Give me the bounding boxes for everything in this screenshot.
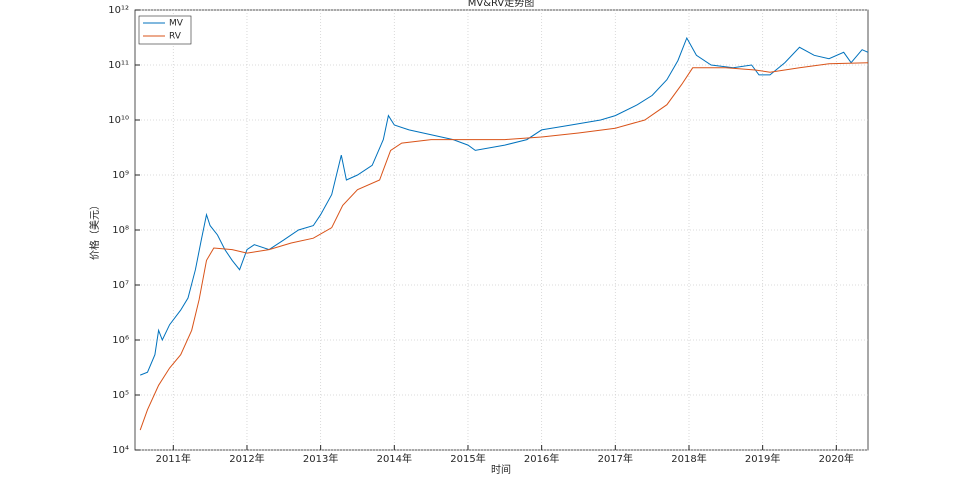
legend-label: MV bbox=[169, 19, 184, 29]
y-axis-label: 价格（美元） bbox=[88, 200, 101, 260]
y-tick-label: 10⁹ bbox=[112, 170, 129, 181]
y-tick-label: 10⁴ bbox=[112, 445, 129, 456]
x-tick-label: 2020年 bbox=[819, 452, 854, 465]
y-tick-label: 10¹⁰ bbox=[108, 115, 129, 126]
x-tick-label: 2019年 bbox=[745, 452, 780, 465]
legend-label: RV bbox=[169, 32, 182, 42]
y-tick-label: 10⁷ bbox=[112, 280, 129, 291]
x-tick-label: 2017年 bbox=[598, 452, 633, 465]
legend-box bbox=[138, 15, 192, 45]
legend: MV RV bbox=[138, 15, 192, 45]
series-line bbox=[140, 36, 869, 376]
x-tick-label: 2014年 bbox=[377, 452, 412, 465]
x-tick-label: 2011年 bbox=[156, 452, 191, 465]
y-tick-label: 10⁶ bbox=[112, 335, 129, 346]
x-tick-label: 2015年 bbox=[450, 452, 485, 465]
x-tick-label: 2016年 bbox=[524, 452, 559, 465]
x-tick-label: 2018年 bbox=[671, 452, 706, 465]
y-tick-label: 10¹¹ bbox=[108, 60, 129, 71]
series-line bbox=[139, 62, 869, 431]
x-tick-label: 2012年 bbox=[229, 452, 264, 465]
y-tick-label: 10⁵ bbox=[112, 390, 129, 401]
y-tick-label: 10⁸ bbox=[112, 225, 129, 236]
y-tick-label: 10¹² bbox=[108, 5, 129, 16]
x-tick-label: 2013年 bbox=[303, 452, 338, 465]
x-axis-label: 时间 bbox=[491, 463, 511, 476]
chart-title: MV&RV走势图 bbox=[468, 0, 535, 9]
